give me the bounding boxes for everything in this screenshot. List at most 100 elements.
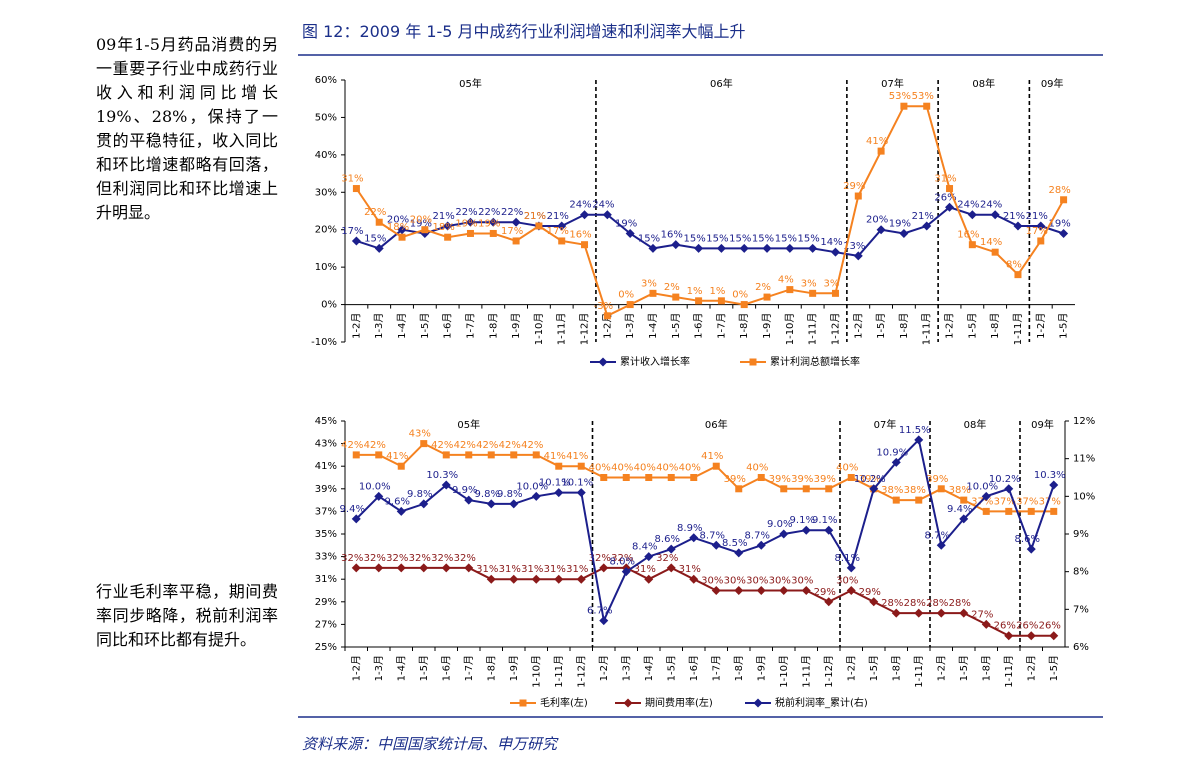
marker — [847, 474, 855, 481]
marker — [441, 480, 451, 490]
x-tick-label: 1-10月 — [530, 655, 542, 688]
data-label: 14% — [980, 237, 1002, 248]
marker — [421, 226, 429, 234]
x-tick-label: 1-8月 — [738, 313, 750, 339]
marker — [802, 485, 810, 493]
data-label: 8.7% — [745, 530, 770, 541]
x-tick-label: 1-8月 — [487, 313, 499, 339]
marker — [466, 229, 474, 237]
group-label: 05年 — [459, 77, 482, 90]
marker — [830, 247, 840, 257]
data-label: 40% — [656, 463, 678, 474]
marker — [756, 540, 766, 550]
marker — [690, 474, 698, 481]
data-label: 32% — [386, 553, 408, 564]
y-tick-label: 45% — [315, 416, 337, 427]
marker — [555, 462, 563, 470]
marker — [602, 210, 612, 220]
marker — [846, 563, 856, 573]
marker — [581, 241, 589, 249]
marker — [510, 451, 518, 459]
data-label: 32% — [364, 553, 386, 564]
marker — [580, 210, 590, 220]
data-label: 19% — [455, 218, 477, 229]
data-label: 41% — [566, 451, 588, 462]
marker — [735, 485, 743, 493]
marker — [441, 563, 451, 573]
data-label: 39% — [926, 474, 948, 485]
x-tick-label: 1-4月 — [647, 313, 659, 339]
data-label: 38% — [904, 485, 926, 496]
x-tick-label: 1-7月 — [715, 313, 727, 339]
data-label: 11.5% — [899, 425, 931, 436]
data-label: 10.0% — [516, 481, 548, 492]
side-text: 09年1-5月药品消费的另一重要子行业中成药行业收入和利润同比增长 19%、28… — [96, 35, 278, 222]
x-tick-label: 1-3月 — [624, 313, 636, 339]
x-tick-label: 1-2月 — [1025, 655, 1037, 681]
marker — [486, 499, 496, 509]
marker — [967, 210, 977, 220]
marker — [981, 491, 991, 501]
x-tick-label: 1-6月 — [693, 313, 705, 339]
data-label: 10.3% — [426, 470, 458, 481]
data-label: 20% — [866, 215, 888, 226]
marker — [557, 221, 567, 231]
x-tick-label: 1-7月 — [710, 655, 722, 681]
marker — [374, 491, 384, 501]
marker — [854, 192, 862, 200]
marker — [1013, 221, 1023, 231]
x-tick-label: 1-8月 — [890, 655, 902, 681]
marker — [914, 608, 924, 618]
data-label: 4% — [778, 275, 794, 286]
data-label: 18% — [387, 222, 409, 233]
marker — [711, 540, 721, 550]
marker — [936, 540, 946, 550]
marker — [960, 496, 968, 504]
data-label: 31% — [566, 564, 588, 575]
data-label: 19% — [889, 218, 911, 229]
marker — [396, 506, 406, 516]
marker — [531, 491, 541, 501]
x-tick-label: 1-2月 — [845, 655, 857, 681]
x-tick-label: 1-5月 — [1058, 313, 1070, 339]
x-tick-label: 1-3月 — [373, 655, 385, 681]
marker — [489, 229, 497, 237]
data-label: 19% — [410, 218, 432, 229]
data-label: 8.7% — [700, 530, 725, 541]
x-tick-label: 1-9月 — [755, 655, 767, 681]
x-tick-label: 1-11月 — [800, 655, 812, 688]
x-tick-label: 1-5月 — [966, 313, 978, 339]
y-tick-label: 33% — [315, 552, 337, 563]
source: 资料来源：中国国家统计局、申万研究 — [302, 735, 558, 753]
x-tick-label: 1-5月 — [1048, 655, 1060, 681]
x-tick-label: 1-2月 — [598, 655, 610, 681]
group-label: 05年 — [457, 418, 480, 431]
data-label: 40% — [589, 463, 611, 474]
x-tick-label: 1-4月 — [396, 313, 408, 339]
x-tick-label: 1-10月 — [784, 313, 796, 346]
marker — [672, 293, 680, 301]
marker — [801, 525, 811, 535]
marker — [351, 563, 361, 573]
marker — [740, 301, 748, 309]
x-tick-label: 1-8月 — [733, 655, 745, 681]
data-label: 20% — [387, 215, 409, 226]
marker — [644, 552, 654, 562]
marker — [666, 544, 676, 554]
data-label: 2% — [755, 282, 771, 293]
data-label: 29% — [859, 587, 881, 598]
data-label: 10.3% — [1034, 470, 1066, 481]
data-label: 24% — [569, 200, 591, 211]
data-label: 42% — [521, 440, 543, 451]
y-tick-label: 27% — [315, 619, 337, 630]
marker — [1004, 631, 1014, 641]
marker — [936, 608, 946, 618]
data-label: 3% — [824, 278, 840, 289]
marker — [509, 574, 519, 584]
marker — [853, 251, 863, 261]
data-label: 22% — [501, 207, 523, 218]
data-label: 24% — [957, 200, 979, 211]
data-label: 13% — [843, 241, 865, 252]
x-tick-label: 1-6月 — [440, 655, 452, 681]
